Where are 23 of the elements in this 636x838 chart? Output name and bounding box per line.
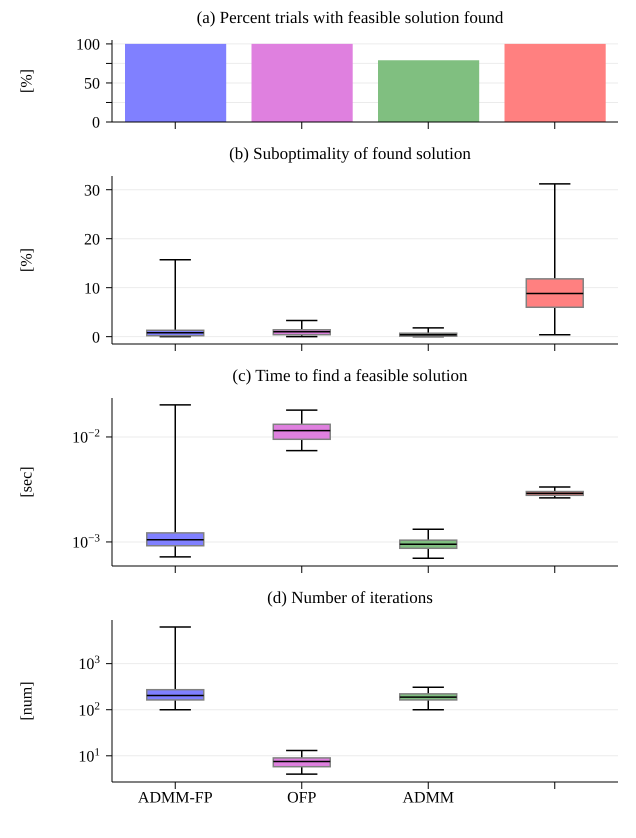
x-tick-label: ADMM-FP: [138, 789, 213, 806]
y-axis-title: [sec]: [18, 466, 36, 498]
y-tick-label: 10$^{−2}$: [72, 428, 100, 447]
x-tick-label: OFP: [287, 789, 317, 806]
y-tick-label: 10$^{3}$: [78, 654, 100, 674]
y-tick-label: 0: [92, 114, 100, 132]
x-tick-label: ADMM: [402, 789, 454, 806]
chart-title: (b) Suboptimality of found solution: [228, 144, 472, 165]
y-tick-label: 0: [92, 329, 100, 346]
y-tick-label: 50: [84, 76, 100, 93]
y-axis-title: [%]: [18, 248, 36, 272]
chart-title: (a) Percent trials with feasible solution found: [196, 8, 504, 29]
y-tick-label: 10$^{−3}$: [72, 532, 100, 552]
chart-title: (c) Time to find a feasible solution: [231, 366, 469, 387]
y-tick-label: 100: [76, 36, 100, 54]
y-axis-title: [num]: [18, 681, 36, 721]
y-tick-label: 10: [84, 280, 100, 298]
chart-title: (d) Number of iterations: [266, 588, 434, 609]
y-tick-label: 10$^{2}$: [78, 700, 100, 720]
y-tick-label: 30: [84, 182, 100, 200]
y-tick-label: 20: [84, 231, 100, 248]
y-axis-title: [%]: [18, 69, 36, 93]
y-tick-label: 10$^{1}$: [78, 746, 100, 766]
